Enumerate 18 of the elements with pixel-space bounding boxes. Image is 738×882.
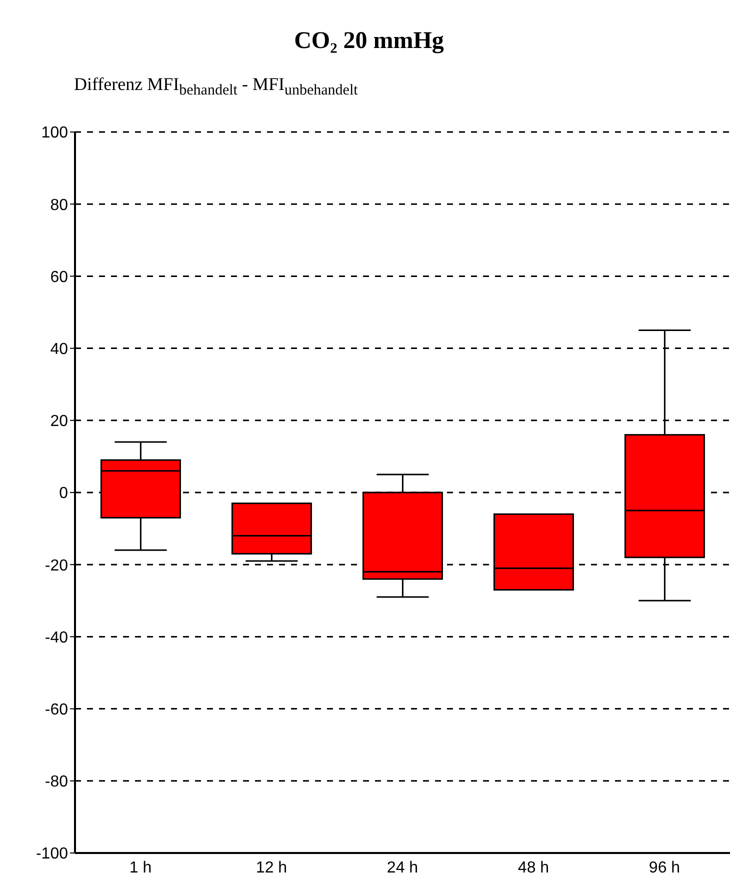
- x-tick-label: 96 h: [648, 859, 680, 876]
- y-tick-label: -40: [44, 629, 68, 646]
- y-tick-label: 80: [50, 196, 68, 214]
- chart-title: CO₂ 20 mmHg: [293, 28, 445, 55]
- y-tick-label: -20: [44, 557, 68, 574]
- y-tick-label: -100: [36, 846, 68, 863]
- y-tick-label: 100: [41, 124, 68, 142]
- x-tick-label: 48 h: [518, 859, 550, 876]
- y-tick-label: 0: [59, 485, 68, 502]
- x-tick-label: 12 h: [256, 859, 288, 876]
- y-tick-label: 20: [50, 413, 68, 430]
- y-tick-label: -60: [44, 701, 68, 718]
- y-tick-label: 60: [50, 268, 68, 286]
- x-tick-label: 1 h: [129, 859, 152, 876]
- x-tick-label: 24 h: [386, 859, 418, 876]
- y-tick-label: 40: [50, 340, 68, 358]
- y-tick-label: -80: [44, 774, 68, 791]
- y-axis-title: Differenz MFI$_{behandelt}$ - MFI$_{unbehandelt}$: [74, 74, 358, 100]
